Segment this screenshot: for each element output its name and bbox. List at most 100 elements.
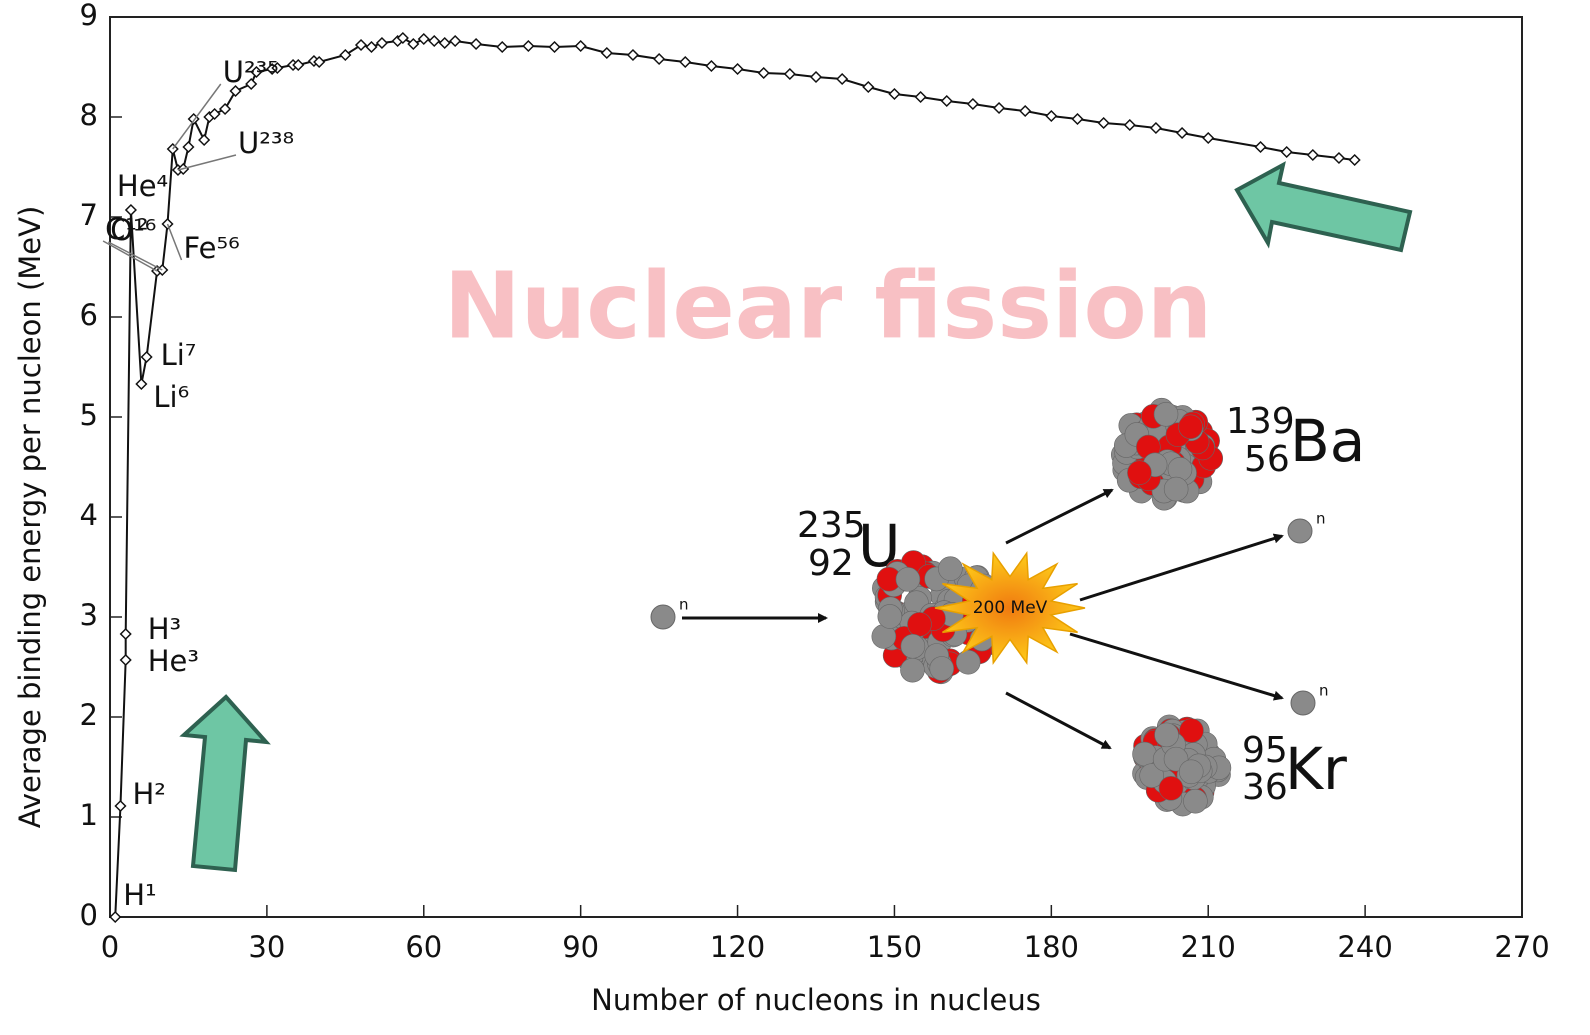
y-tick-label: 3 [80, 598, 98, 632]
data-point [966, 97, 979, 111]
data-point [1306, 148, 1319, 162]
data-point [417, 32, 430, 46]
energy-label: 200 MeV [973, 598, 1048, 618]
data-point [365, 40, 378, 54]
data-point [757, 66, 770, 80]
arrow [1005, 691, 1112, 750]
data-point [809, 70, 823, 84]
mass-number: 235 [797, 505, 866, 546]
data-point [888, 87, 901, 101]
data-point [407, 37, 420, 51]
neutron-label: n [679, 596, 689, 614]
y-tick-label: 6 [80, 298, 98, 332]
data-point [1097, 116, 1110, 130]
data-point [250, 65, 263, 79]
nucleon [895, 567, 921, 592]
annotation: H² [132, 777, 165, 811]
annotation: Fe⁵⁶ [184, 231, 240, 265]
data-point [653, 52, 666, 66]
data-point [522, 39, 535, 53]
element-symbol: Ba [1290, 407, 1365, 475]
arrow [1234, 161, 1413, 253]
data-point [339, 48, 352, 62]
data-point [1254, 140, 1267, 154]
arrow [1079, 533, 1284, 602]
leader-line [107, 241, 163, 271]
data-point [124, 203, 137, 217]
nucleon [877, 604, 903, 629]
data-point [1149, 121, 1162, 135]
data-point [1348, 153, 1361, 167]
data-point [1280, 145, 1293, 159]
data-point [182, 140, 195, 154]
annotation: U²³⁵ [223, 55, 279, 89]
data-point [1123, 118, 1136, 132]
annotation: He⁴ [117, 169, 168, 203]
leader-line [102, 240, 158, 272]
nucleon [907, 612, 932, 637]
x-axis-label: Number of nucleons in nucleus [591, 983, 1041, 1017]
y-tick-label: 9 [80, 0, 98, 32]
y-tick-label: 5 [80, 398, 98, 432]
annotation: Li⁷ [161, 338, 197, 372]
data-point [428, 34, 441, 48]
data-point [574, 39, 587, 53]
data-point [1202, 131, 1215, 145]
data-point [114, 799, 127, 813]
data-point [438, 36, 451, 50]
y-tick-label: 7 [80, 198, 98, 232]
data-point [1071, 112, 1084, 126]
x-tick-label: 180 [1024, 930, 1079, 964]
mass-number: 139 [1226, 401, 1295, 442]
data-point [218, 102, 232, 116]
data-point [396, 31, 409, 45]
data-point [836, 72, 849, 86]
plot-frame [109, 16, 1523, 918]
annotation: He³ [148, 644, 199, 678]
atomic-number: 92 [808, 543, 854, 584]
data-point [783, 67, 796, 81]
data-point [1176, 126, 1189, 140]
nucleon [1163, 476, 1189, 502]
data-point [992, 101, 1006, 115]
nucleon [938, 556, 963, 581]
atomic-number: 56 [1244, 439, 1290, 480]
data-point [914, 90, 927, 104]
data-point [198, 133, 211, 147]
data-point [135, 377, 148, 391]
element-symbol: Kr [1285, 735, 1347, 803]
nucleon [1178, 414, 1203, 440]
leader-line [177, 154, 237, 171]
y-tick-label: 2 [80, 698, 98, 732]
y-axis-label: Average binding energy per nucleon (MeV) [13, 206, 47, 829]
leader-line [166, 223, 183, 261]
mass-number: 95 [1242, 730, 1288, 771]
data-point [245, 77, 258, 91]
annotation: U²³⁸ [238, 126, 294, 160]
data-point [292, 58, 305, 72]
data-point [600, 46, 613, 60]
nucleon [1183, 788, 1208, 814]
leader-line [172, 83, 222, 150]
data-point [119, 653, 132, 667]
x-tick-label: 120 [710, 930, 765, 964]
data-point [496, 40, 509, 54]
nucleon [1127, 460, 1152, 486]
chart-title: Nuclear fission [444, 252, 1212, 359]
annotation: C¹² [105, 212, 149, 246]
nucleon [1153, 401, 1179, 427]
data-point [731, 62, 744, 76]
neutron [1287, 518, 1313, 544]
data-point [940, 94, 953, 108]
data-point [109, 910, 122, 924]
annotation: O¹⁶ [110, 213, 156, 247]
nucleon [929, 656, 955, 681]
neutron-label: n [1319, 682, 1329, 700]
data-point [119, 627, 132, 641]
y-tick-label: 8 [80, 98, 98, 132]
data-point [140, 350, 153, 364]
x-tick-label: 240 [1337, 930, 1392, 964]
nucleon [1158, 776, 1184, 801]
